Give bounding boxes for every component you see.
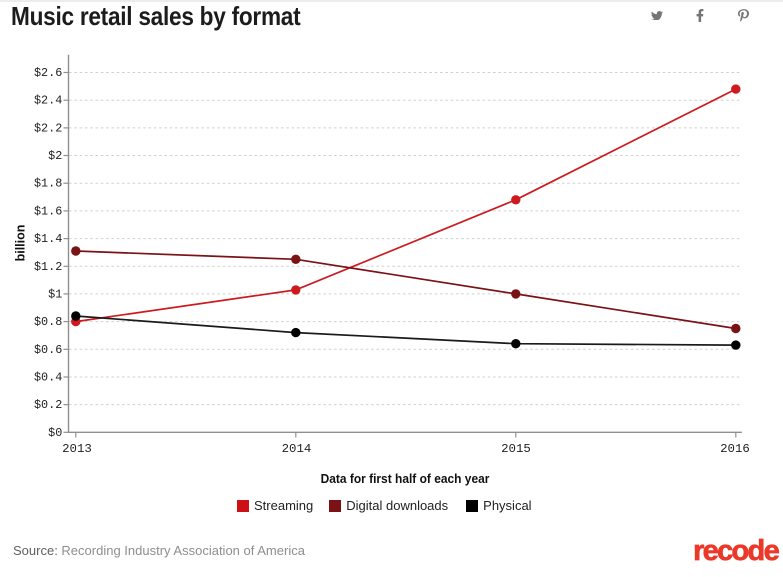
svg-text:2016: 2016 (720, 442, 750, 456)
svg-text:billion: billion (14, 225, 28, 262)
svg-text:$1.8: $1.8 (34, 177, 62, 191)
svg-text:2015: 2015 (501, 442, 531, 456)
svg-text:$1.6: $1.6 (34, 204, 62, 218)
svg-text:$2.2: $2.2 (34, 121, 62, 135)
svg-text:$0.6: $0.6 (34, 343, 62, 357)
svg-text:$2.6: $2.6 (34, 66, 62, 80)
svg-text:$0.2: $0.2 (34, 398, 62, 412)
svg-text:$2.4: $2.4 (34, 94, 62, 108)
svg-text:$0.8: $0.8 (34, 315, 62, 329)
svg-text:$1.4: $1.4 (34, 232, 62, 246)
svg-text:$0.4: $0.4 (34, 371, 62, 385)
svg-text:2013: 2013 (62, 442, 92, 456)
svg-text:$0: $0 (48, 426, 62, 440)
svg-text:$2: $2 (48, 149, 62, 163)
svg-text:$1: $1 (48, 287, 62, 301)
svg-text:2014: 2014 (282, 442, 312, 456)
svg-text:$1.2: $1.2 (34, 260, 62, 274)
